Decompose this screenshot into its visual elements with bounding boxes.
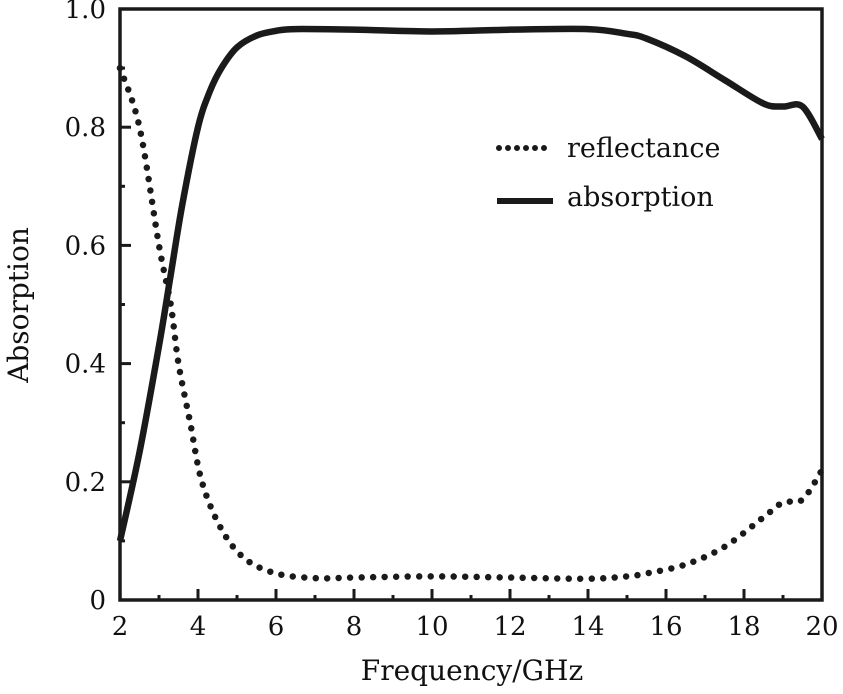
axes: 2 4 6 8 10 12 14 16 18 20 0 0.2 0.4 0.6 0.8 1.0 [65, 0, 839, 642]
plot-frame [118, 7, 824, 602]
y-axis-label: Absorption [2, 227, 35, 384]
x-tick-label: 14 [571, 612, 604, 642]
legend: reflectance absorption [496, 133, 720, 213]
x-tick-label: 4 [190, 612, 207, 642]
x-axis-label: Frequency/GHz [361, 654, 583, 687]
y-tick-label: 0.4 [65, 350, 106, 380]
y-tick-label: 1.0 [65, 0, 106, 25]
x-tick-label: 18 [727, 612, 760, 642]
x-tick-label: 2 [112, 612, 129, 642]
plot-area [116, 25, 826, 582]
y-tick-label: 0.8 [65, 113, 106, 143]
x-tick-label: 16 [649, 612, 682, 642]
y-tick-label: 0.2 [65, 468, 106, 498]
y-tick-label: 0.6 [65, 231, 106, 261]
legend-absorption-label: absorption [567, 182, 714, 213]
series-absorption-line [116, 25, 825, 542]
x-tick-label: 8 [346, 612, 363, 642]
x-tick-label: 10 [415, 612, 448, 642]
y-tick-label: 0 [89, 586, 106, 616]
x-tick-label: 20 [805, 612, 838, 642]
x-tick-label: 12 [493, 612, 526, 642]
x-tick-label: 6 [268, 612, 285, 642]
legend-reflectance-label: reflectance [567, 133, 720, 164]
